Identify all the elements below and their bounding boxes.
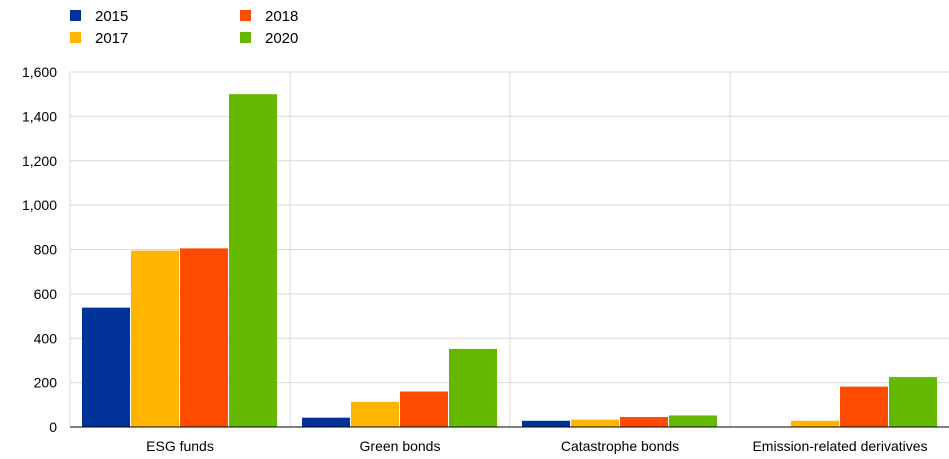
y-tick-label: 1,400: [22, 108, 57, 124]
bar-2018: [180, 248, 228, 427]
legend-swatch-2020: [240, 32, 251, 43]
y-tick-label: 0: [49, 419, 57, 435]
x-tick-label: Emission-related derivatives: [752, 438, 927, 454]
x-tick-label: Green bonds: [360, 438, 441, 454]
y-tick-label: 400: [34, 330, 58, 346]
bar-2020: [229, 94, 277, 427]
bar-2018: [620, 417, 668, 427]
legend-label-2020: 2020: [265, 30, 298, 47]
bars: [82, 94, 937, 427]
bar-2018: [400, 391, 448, 427]
bar-2020: [669, 415, 717, 427]
bar-2015: [522, 420, 570, 427]
bar-2020: [449, 348, 497, 427]
y-tick-label: 200: [34, 375, 58, 391]
bar-2015: [82, 307, 130, 427]
bar-2017: [571, 419, 619, 427]
y-tick-label: 600: [34, 286, 58, 302]
y-tick-label: 1,600: [22, 64, 57, 80]
legend-swatch-2015: [70, 10, 81, 21]
bar-2017: [791, 420, 839, 427]
x-tick-label: Catastrophe bonds: [561, 438, 679, 454]
legend-swatch-2018: [240, 10, 251, 21]
legend-label-2015: 2015: [95, 8, 128, 25]
y-tick-label: 1,000: [22, 197, 57, 213]
y-tick-label: 1,200: [22, 153, 57, 169]
legend-label-2017: 2017: [95, 30, 128, 47]
bar-2018: [840, 386, 888, 427]
bar-2015: [302, 417, 350, 427]
bar-2020: [889, 377, 937, 427]
legend-swatch-2017: [70, 32, 81, 43]
legend-label-2018: 2018: [265, 8, 298, 25]
axes: 0 200 400 600 800 1,000 1,200 1,400 1,600 ESG fun…: [22, 64, 949, 454]
x-tick-label: ESG funds: [146, 438, 214, 454]
bar-2017: [351, 401, 399, 427]
y-tick-label: 800: [34, 242, 58, 258]
bar-2017: [131, 250, 179, 427]
legend: 2015 2017 2018 2020: [70, 8, 298, 47]
